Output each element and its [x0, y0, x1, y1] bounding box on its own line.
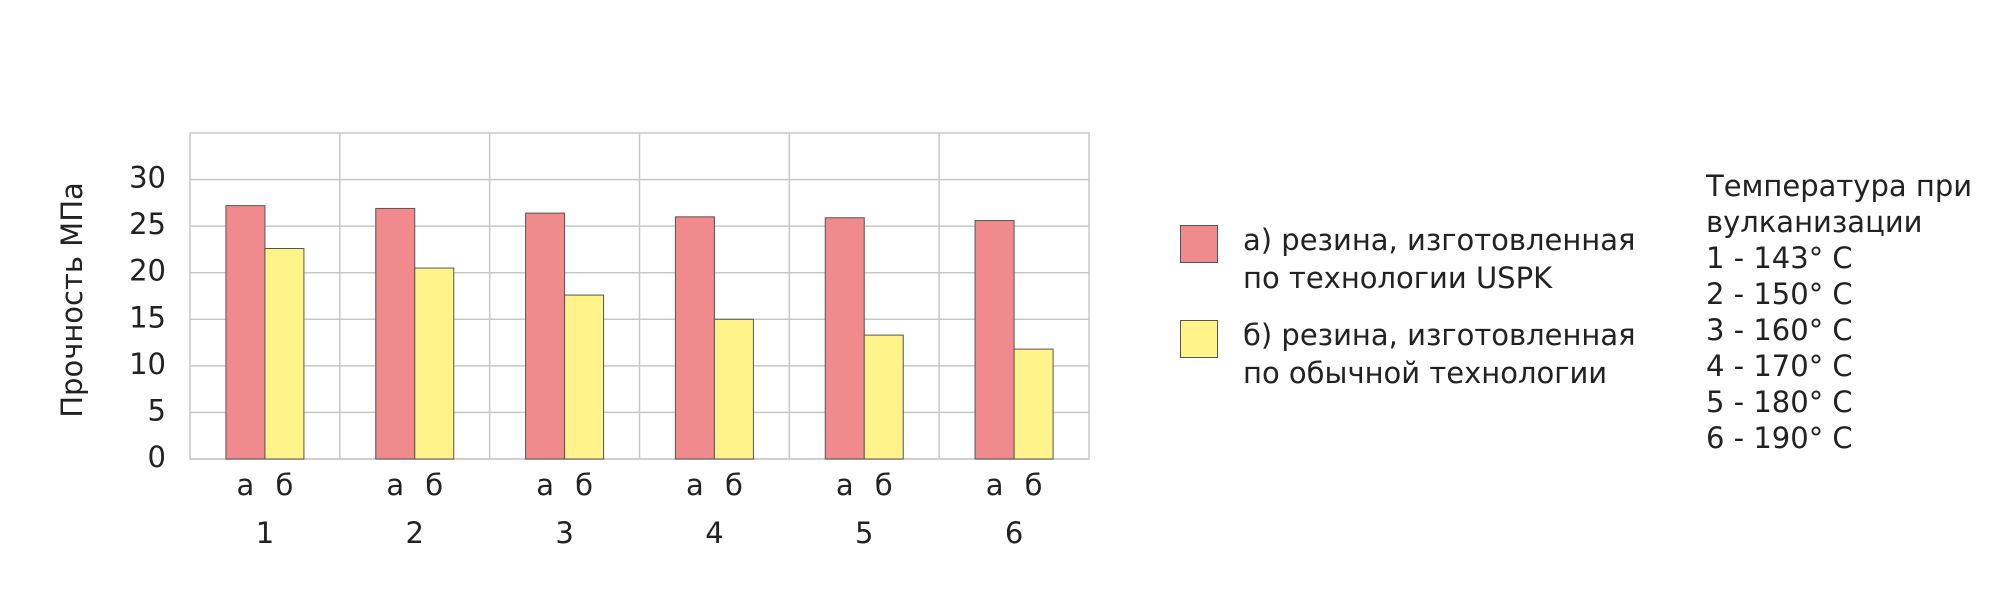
y-tick-label: 30 — [129, 161, 166, 195]
bar-sub-label: б — [275, 468, 293, 502]
bar — [525, 212, 566, 460]
x-tick-label: 2 — [406, 516, 424, 550]
bar-sub-label: а — [536, 468, 554, 502]
bar — [713, 318, 754, 460]
annotation-item: 2 - 150° C — [1706, 277, 1853, 311]
x-tick-label: 1 — [256, 516, 274, 550]
annotation-item: 5 - 180° C — [1706, 385, 1853, 419]
legend-label: б) резина, изготовленная по обычной техн… — [1243, 318, 1636, 390]
bar — [375, 207, 416, 460]
bar-sub-label: б — [725, 468, 743, 502]
y-tick-label: 20 — [129, 254, 166, 288]
bar — [564, 294, 605, 460]
y-tick-label: 5 — [148, 393, 166, 427]
y-tick-label: 10 — [129, 347, 166, 381]
bar — [974, 220, 1015, 460]
annotation-item: 6 - 190° C — [1706, 421, 1853, 455]
y-tick-label: 15 — [129, 300, 166, 334]
bar — [225, 205, 266, 460]
legend-label: а) резина, изготовленная по технологии U… — [1243, 223, 1636, 295]
bar-sub-label: а — [237, 468, 255, 502]
bar — [863, 334, 904, 460]
x-tick-label: 3 — [555, 516, 573, 550]
annotation-item: 4 - 170° C — [1706, 349, 1853, 383]
annotation-item: 1 - 143° C — [1706, 241, 1853, 275]
x-tick-label: 5 — [855, 516, 873, 550]
bar — [1013, 348, 1054, 460]
bar-sub-label: б — [425, 468, 443, 502]
annotation-item: 3 - 160° C — [1706, 313, 1853, 347]
bar-sub-label: а — [986, 468, 1004, 502]
legend-swatch — [1180, 225, 1218, 263]
annotation-title: Температура при вулканизации — [1706, 169, 1973, 239]
y-tick-label: 0 — [148, 440, 166, 474]
y-tick-label: 25 — [129, 207, 166, 241]
bar — [824, 217, 865, 460]
bar-sub-label: б — [1025, 468, 1043, 502]
x-tick-label: 6 — [1005, 516, 1023, 550]
bar-sub-label: а — [836, 468, 854, 502]
y-axis-label: Прочность МПа — [55, 182, 89, 418]
x-tick-label: 4 — [705, 516, 723, 550]
bar — [674, 216, 715, 460]
bar-sub-label: а — [386, 468, 404, 502]
bar — [414, 267, 455, 460]
bar-sub-label: б — [575, 468, 593, 502]
bar — [264, 247, 305, 460]
legend-swatch — [1180, 320, 1218, 358]
bar-sub-label: б — [875, 468, 893, 502]
bar-sub-label: а — [686, 468, 704, 502]
